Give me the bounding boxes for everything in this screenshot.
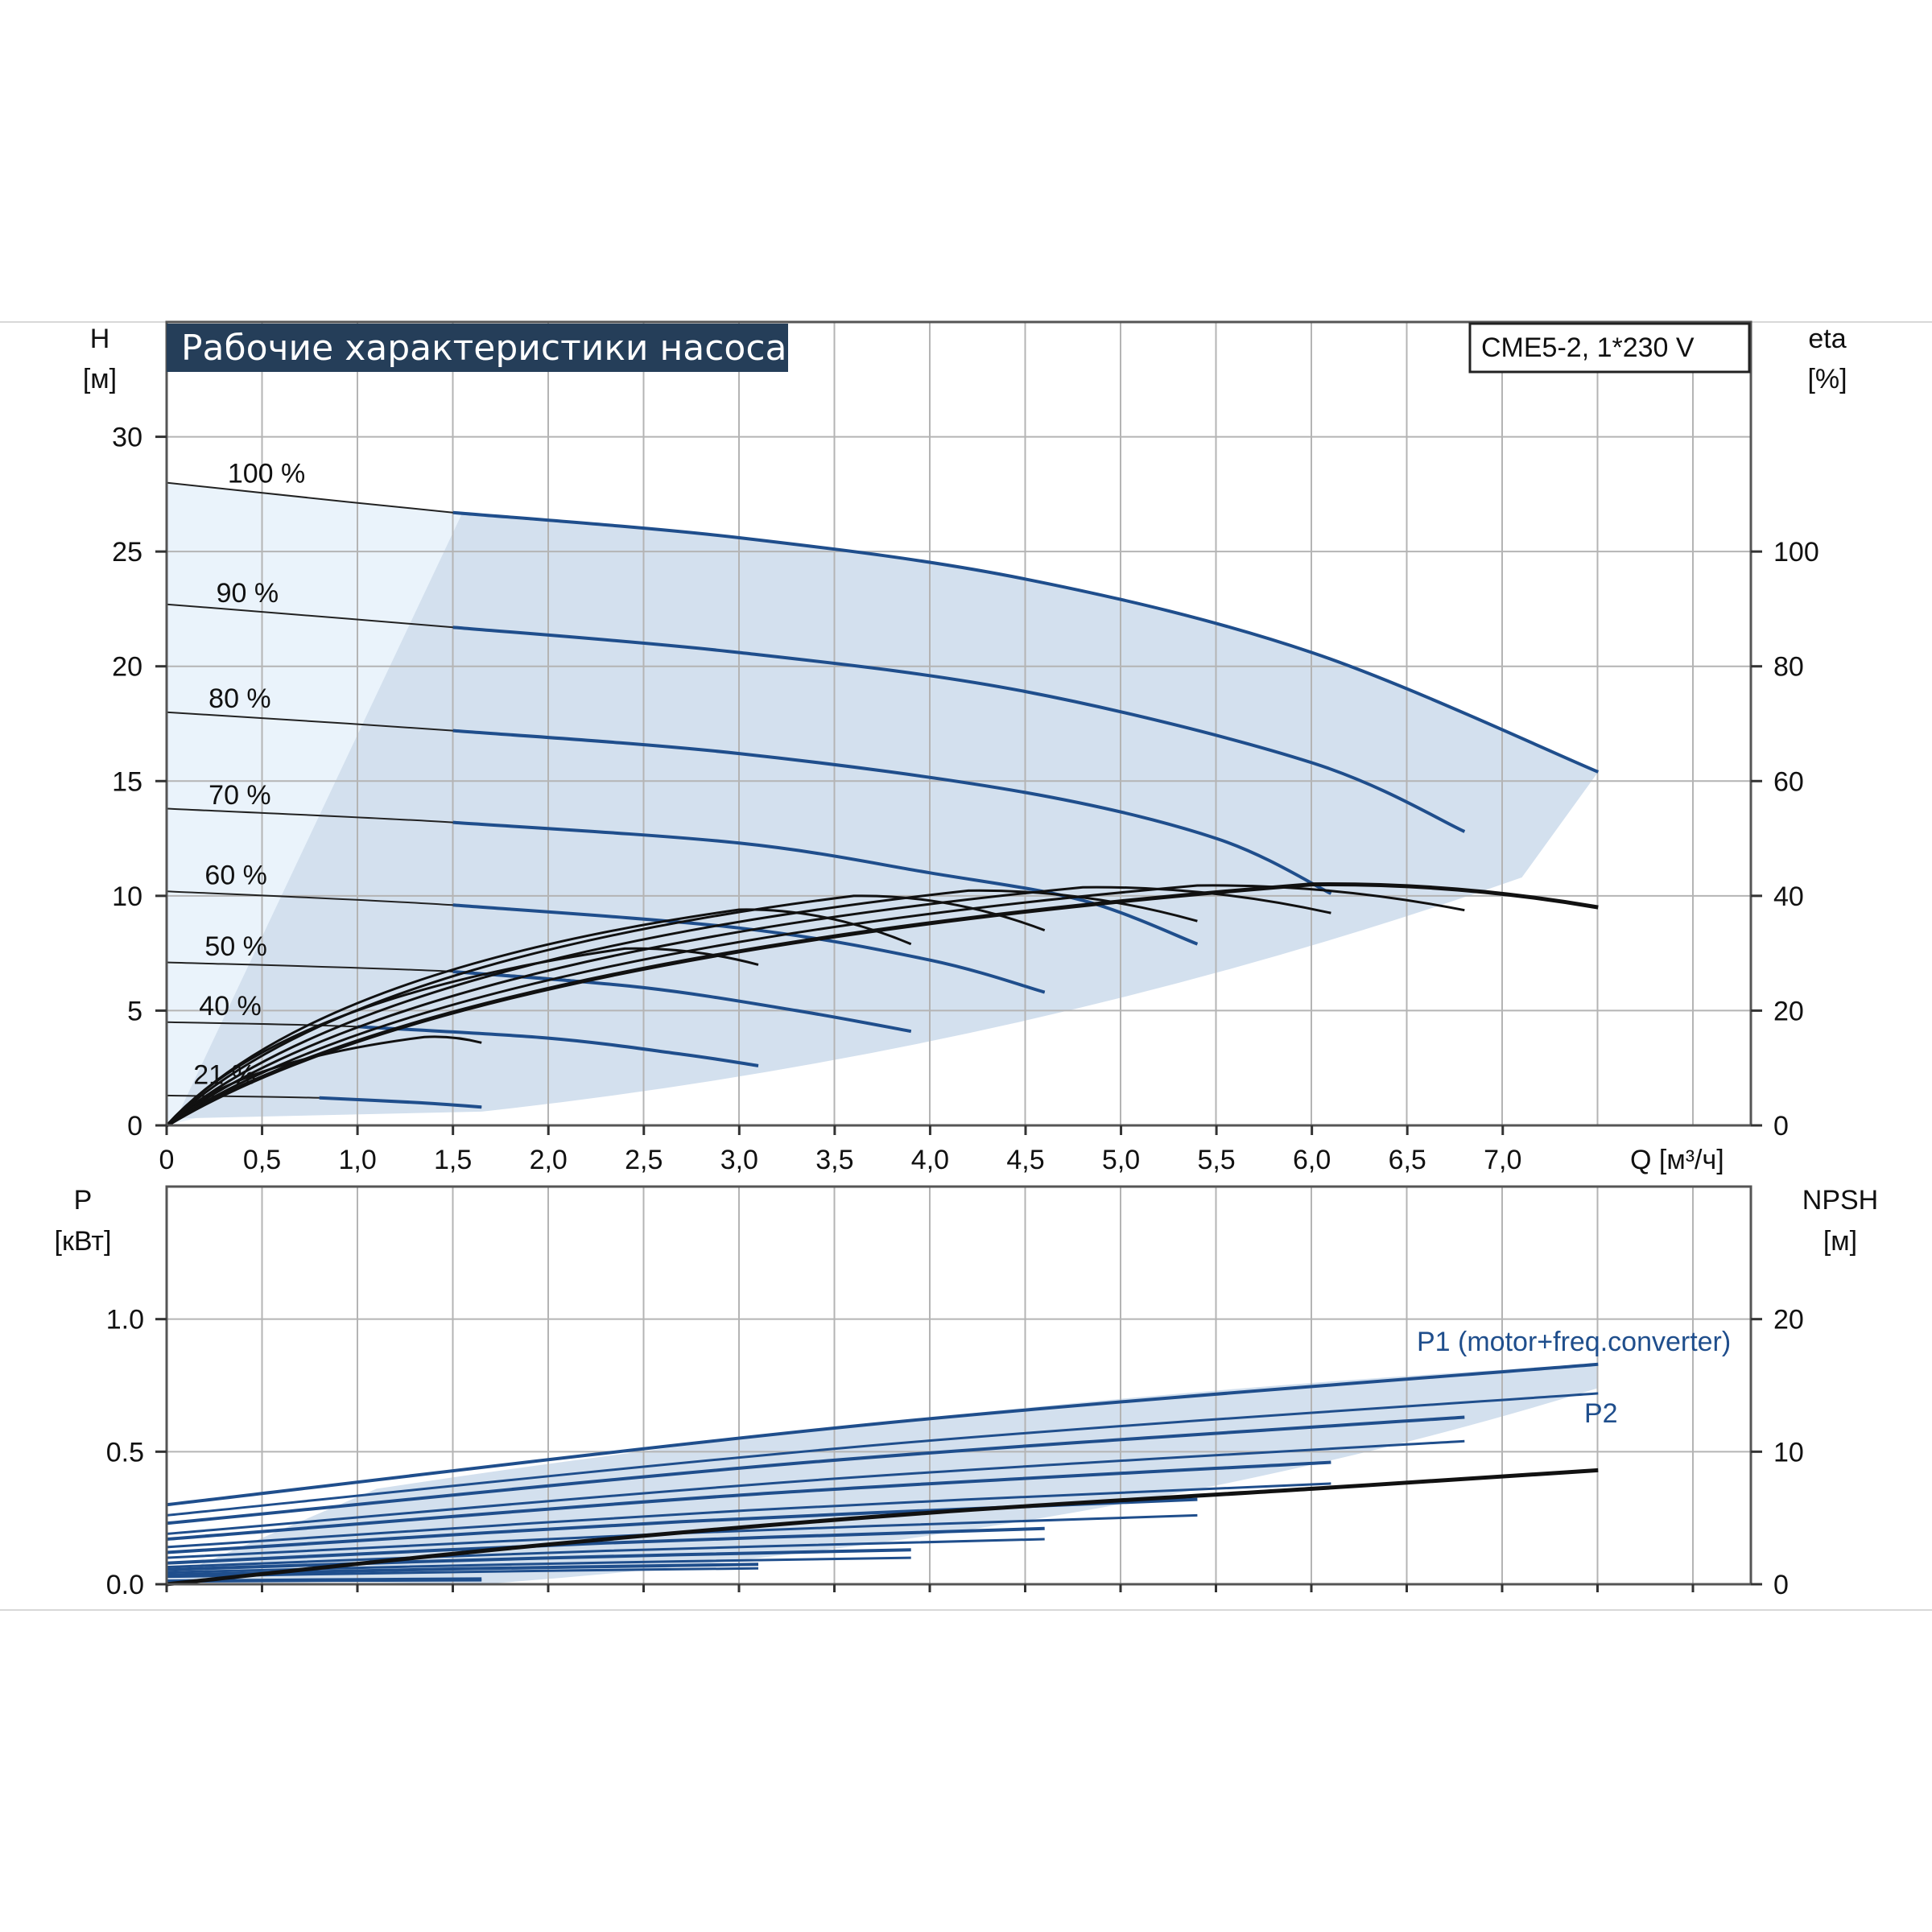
q-tick-label: 6,0 — [1293, 1145, 1331, 1175]
model-label: CME5-2, 1*230 V — [1481, 332, 1695, 363]
p2-series-label: P2 — [1584, 1398, 1618, 1429]
p-tick-label: 0.0 — [106, 1570, 144, 1600]
head-curve-3 — [452, 820, 1199, 946]
eta-tick-label: 0 — [1773, 1111, 1789, 1141]
speed-label-21: 21 % — [193, 1060, 256, 1091]
q-tick-label: 3,5 — [815, 1145, 853, 1175]
npsh-curve — [166, 1468, 1599, 1587]
efficiency-curve-6 — [165, 947, 759, 1127]
eta-tick-label: 20 — [1773, 996, 1804, 1026]
head-curve-labels: 100 % 90 % 80 % 70 % 60 % 50 % 40 % 21 % — [193, 459, 305, 1091]
head-curve-7 — [319, 1096, 482, 1109]
npsh-tick-label: 0 — [1773, 1570, 1789, 1600]
head-curve-1 — [452, 625, 1466, 833]
speed-label-100: 100 % — [228, 459, 305, 489]
power-curves — [166, 1362, 1599, 1587]
power-axes: 0.0 0.5 1.0 0 10 20 — [106, 1305, 1804, 1600]
q-tick-label: 1,0 — [338, 1145, 376, 1175]
eta-tick-label: 100 — [1773, 537, 1819, 568]
npsh-tick-label: 10 — [1773, 1437, 1804, 1468]
x-axis-label: Q [м³/ч] — [1630, 1145, 1724, 1175]
efficiency-curve-5 — [165, 908, 912, 1127]
eta-tick-label: 60 — [1773, 766, 1804, 797]
q-tick-label: 4,0 — [911, 1145, 949, 1175]
npsh-tick-label: 20 — [1773, 1305, 1804, 1335]
q-tick-label: 0 — [159, 1145, 175, 1175]
p1-curve-0 — [166, 1362, 1599, 1507]
head-curve-6 — [357, 1025, 759, 1067]
h-tick-label: 5 — [127, 996, 142, 1026]
p2-curve-5 — [166, 1556, 911, 1574]
q-tick-label: 2,0 — [530, 1145, 568, 1175]
q-tick-label: 0,5 — [243, 1145, 281, 1175]
y-axis-label-p: P — [74, 1185, 93, 1216]
model-box — [1468, 322, 1751, 374]
h-tick-label: 10 — [112, 881, 142, 912]
p2-curve-1 — [166, 1439, 1465, 1535]
p1-curve-5 — [166, 1548, 911, 1571]
h-tick-label: 15 — [112, 766, 142, 797]
p2-curve-0 — [166, 1392, 1599, 1517]
title-box — [167, 324, 788, 372]
chart-title: Рабочие характеристики насоса — [181, 328, 786, 369]
h-tick-label: 0 — [127, 1111, 142, 1141]
efficiency-curve-2 — [166, 886, 1331, 1127]
speed-label-90: 90 % — [217, 578, 279, 609]
speed-label-80: 80 % — [208, 683, 271, 714]
efficiency-curve-7 — [165, 1035, 482, 1127]
power-grid — [167, 1187, 1751, 1584]
y2-axis-unit-eta: [%] — [1807, 364, 1847, 394]
speed-label-60: 60 % — [204, 861, 267, 891]
speed-label-70: 70 % — [208, 780, 271, 811]
y2-axis-label-npsh: NPSH — [1802, 1185, 1878, 1216]
head-curves — [166, 481, 1600, 1109]
q-tick-label: 4,5 — [1006, 1145, 1044, 1175]
head-panel: 0 5 10 15 20 25 30 0 20 40 60 80 100 0 0,5 1,0 1,5 2,0 2,5… — [112, 320, 1819, 1175]
speed-label-40: 40 % — [199, 991, 262, 1022]
p1-curve-2 — [166, 1460, 1331, 1541]
y2-axis-label-eta: eta — [1808, 324, 1846, 354]
q-tick-label: 5,5 — [1197, 1145, 1235, 1175]
p-tick-label: 1.0 — [106, 1305, 144, 1335]
y-axis-unit-p: [кВт] — [55, 1226, 112, 1257]
p1-series-label: P1 (motor+freq.converter) — [1417, 1327, 1731, 1357]
head-plot-border — [165, 320, 1752, 1127]
head-curve-2 — [452, 729, 1332, 895]
head-curve-5 — [452, 970, 912, 1034]
p2-curve-4 — [166, 1538, 1045, 1569]
p1-curve-1 — [166, 1415, 1465, 1525]
q-tick-label: 2,5 — [625, 1145, 663, 1175]
q-tick-label: 5,0 — [1102, 1145, 1140, 1175]
eta-tick-label: 80 — [1773, 652, 1804, 683]
power-panel: 0.0 0.5 1.0 0 10 20 — [106, 1185, 1804, 1600]
q-tick-label: 3,0 — [720, 1145, 758, 1175]
y-axis-unit-h: [м] — [83, 364, 117, 394]
head-curve-0 — [452, 510, 1600, 774]
head-grid — [167, 322, 1751, 1125]
q-tick-label: 6,5 — [1389, 1145, 1426, 1175]
q-tick-label: 7,0 — [1484, 1145, 1521, 1175]
eta-tick-label: 40 — [1773, 881, 1804, 912]
speed-label-50: 50 % — [204, 931, 267, 962]
efficiency-curve-1 — [166, 884, 1465, 1127]
efficiency-curve-0 — [165, 881, 1599, 1128]
p-tick-label: 0.5 — [106, 1437, 144, 1468]
y-axis-label-h: H — [90, 324, 110, 354]
y2-axis-unit-npsh: [м] — [1823, 1226, 1857, 1257]
operating-area — [175, 512, 1599, 1119]
q-tick-label: 1,5 — [434, 1145, 472, 1175]
p1-curve-4 — [166, 1526, 1045, 1565]
power-plot-border — [165, 1185, 1752, 1586]
head-curve-4 — [452, 903, 1046, 994]
head-axes: 0 5 10 15 20 25 30 0 20 40 60 80 100 0 0,5 1,0 1,5 2,0 2,5… — [112, 423, 1819, 1175]
h-tick-label: 20 — [112, 652, 142, 683]
h-tick-label: 25 — [112, 537, 142, 568]
p1-curve-6 — [166, 1563, 759, 1577]
h-tick-label: 30 — [112, 423, 142, 453]
efficiency-curve-3 — [166, 889, 1198, 1127]
efficiency-curves — [165, 881, 1599, 1128]
efficiency-curve-4 — [165, 894, 1046, 1127]
p2-curve-2 — [166, 1482, 1331, 1549]
